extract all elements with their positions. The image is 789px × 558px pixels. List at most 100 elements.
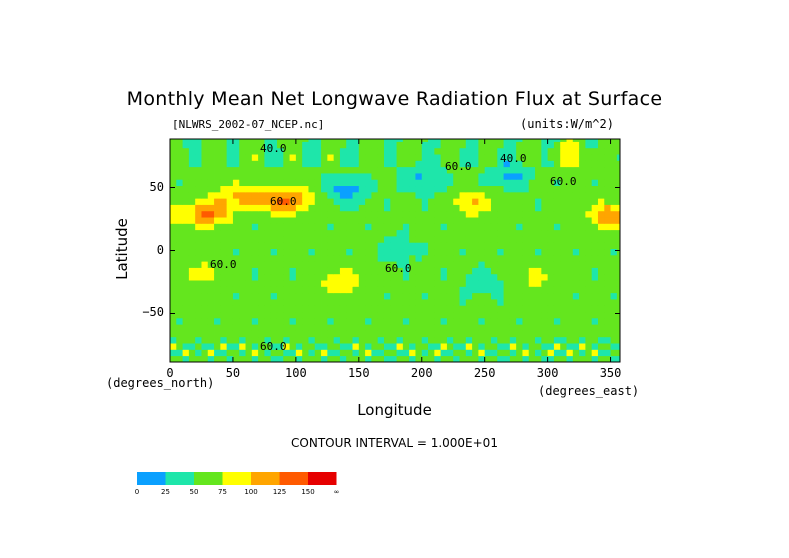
heatmap-cell xyxy=(201,141,209,149)
heatmap-cell xyxy=(453,324,460,331)
heatmap-cell xyxy=(170,242,177,250)
heatmap-cell xyxy=(383,248,391,256)
heatmap-cell xyxy=(415,229,423,237)
heatmap-cell xyxy=(321,299,328,306)
heatmap-cell xyxy=(402,248,410,256)
heatmap-cell xyxy=(239,273,246,281)
heatmap-cell xyxy=(251,355,259,363)
heatmap-cell xyxy=(258,336,265,344)
heatmap-cell xyxy=(440,223,448,231)
heatmap-cell xyxy=(459,305,467,313)
heatmap-cell xyxy=(566,166,574,174)
heatmap-cell xyxy=(371,223,379,231)
heatmap-cell xyxy=(352,141,360,149)
x-tick-label: 0 xyxy=(166,366,174,380)
heatmap-cell xyxy=(579,179,586,187)
heatmap-cell xyxy=(409,242,416,250)
heatmap-cell xyxy=(182,349,190,357)
heatmap-cell xyxy=(604,223,611,231)
heatmap-cell xyxy=(585,179,593,187)
heatmap-cell xyxy=(314,305,322,313)
heatmap-cell xyxy=(572,273,580,281)
heatmap-cell xyxy=(226,273,234,281)
heatmap-cell xyxy=(220,236,228,243)
heatmap-cell xyxy=(547,286,555,294)
heatmap-cell xyxy=(516,267,523,275)
heatmap-cell xyxy=(358,254,366,262)
heatmap-cell xyxy=(195,217,202,224)
heatmap-cell xyxy=(459,160,467,168)
heatmap-cell xyxy=(383,343,391,350)
heatmap-cell xyxy=(251,179,259,187)
heatmap-cell xyxy=(434,154,442,161)
heatmap-cell xyxy=(220,173,228,180)
heatmap-cell xyxy=(616,261,621,268)
heatmap-cell xyxy=(579,286,586,294)
heatmap-cell xyxy=(371,324,379,331)
heatmap-cell xyxy=(503,141,511,149)
heatmap-cell xyxy=(232,141,240,149)
heatmap-cell xyxy=(616,292,621,300)
heatmap-cell xyxy=(497,185,504,193)
heatmap-cell xyxy=(390,139,397,142)
heatmap-cell xyxy=(459,317,467,325)
heatmap-cell xyxy=(453,204,460,212)
heatmap-cell xyxy=(472,261,479,268)
heatmap-cell xyxy=(383,154,391,161)
heatmap-cell xyxy=(572,317,580,325)
heatmap-cell xyxy=(176,229,183,237)
heatmap-cell xyxy=(434,299,442,306)
heatmap-cell xyxy=(365,179,372,187)
heatmap-cell xyxy=(484,292,492,300)
heatmap-cell xyxy=(553,330,561,338)
heatmap-cell xyxy=(352,299,360,306)
heatmap-cell xyxy=(346,191,353,199)
heatmap-cell xyxy=(321,166,328,174)
heatmap-cell xyxy=(346,299,353,306)
heatmap-cell xyxy=(383,147,391,155)
heatmap-cell xyxy=(446,242,454,250)
heatmap-cell xyxy=(207,141,215,149)
heatmap-cell xyxy=(239,267,246,275)
heatmap-cell xyxy=(314,185,322,193)
heatmap-cell xyxy=(528,166,536,174)
heatmap-cell xyxy=(421,273,429,281)
heatmap-cell xyxy=(535,336,542,344)
heatmap-cell xyxy=(516,355,523,363)
heatmap-cell xyxy=(276,280,284,287)
heatmap-cell xyxy=(283,204,290,212)
heatmap-cell xyxy=(214,198,221,205)
heatmap-cell xyxy=(283,147,290,155)
heatmap-cell xyxy=(547,299,555,306)
heatmap-cell xyxy=(220,229,228,237)
heatmap-cell xyxy=(289,286,297,294)
heatmap-cell xyxy=(434,343,442,350)
heatmap-cell xyxy=(333,242,341,250)
heatmap-cell xyxy=(214,173,221,180)
heatmap-cell xyxy=(251,236,259,243)
heatmap-cell xyxy=(453,311,460,319)
heatmap-cell xyxy=(597,299,605,306)
heatmap-cell xyxy=(383,191,391,199)
heatmap-cell xyxy=(377,286,385,294)
heatmap-cell xyxy=(453,343,460,350)
heatmap-cell xyxy=(465,223,473,231)
heatmap-cell xyxy=(541,204,549,212)
heatmap-cell xyxy=(258,223,265,231)
heatmap-cell xyxy=(547,179,555,187)
heatmap-cell xyxy=(346,210,353,218)
heatmap-cell xyxy=(553,198,561,205)
heatmap-cell xyxy=(547,173,555,180)
heatmap-cell xyxy=(214,324,221,331)
heatmap-cell xyxy=(365,254,372,262)
heatmap-cell xyxy=(264,147,272,155)
heatmap-cell xyxy=(339,254,347,262)
heatmap-cell xyxy=(428,254,435,262)
heatmap-cell xyxy=(352,248,360,256)
heatmap-cell xyxy=(490,324,498,331)
heatmap-cell xyxy=(509,343,517,350)
heatmap-cell xyxy=(547,324,555,331)
heatmap-cell xyxy=(239,191,246,199)
heatmap-cell xyxy=(182,185,190,193)
heatmap-cell xyxy=(327,141,335,149)
